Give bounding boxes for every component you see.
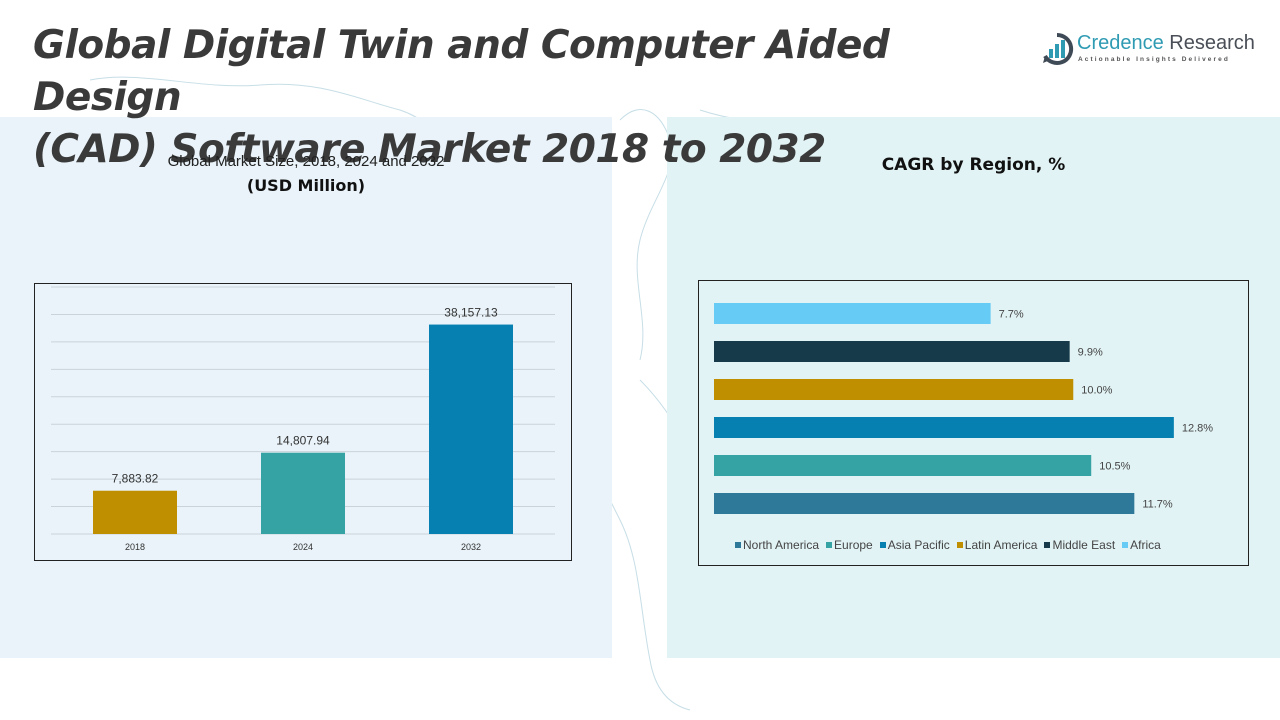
legend-item-north-america: North America xyxy=(735,538,819,552)
bar-asia-pacific xyxy=(714,417,1174,438)
market-size-subtitle: Global Market Size, 2018, 2024 and 2032 xyxy=(167,153,445,170)
x-tick-label: 2018 xyxy=(125,542,145,552)
logo-name-part1: Credence xyxy=(1077,32,1164,54)
data-label-2018: 7,883.82 xyxy=(112,472,159,486)
data-label-asia-pacific: 12.8% xyxy=(1182,423,1213,435)
legend-swatch xyxy=(826,542,833,548)
x-tick-label: 2032 xyxy=(461,542,481,552)
bar-africa xyxy=(714,303,991,324)
data-label-africa: 7.7% xyxy=(999,309,1024,321)
data-label-europe: 10.5% xyxy=(1099,461,1130,473)
bar-2018 xyxy=(93,490,177,534)
legend-swatch xyxy=(735,542,741,548)
legend-label: Asia Pacific xyxy=(887,538,950,552)
legend-item-europe: Europe xyxy=(826,538,873,552)
page-title: Global Digital Twin and Computer Aided D… xyxy=(33,20,1033,176)
legend-swatch xyxy=(956,542,963,548)
cagr-chart-frame: 7.7% 9.9% 10.0% 12.8% 10.5% 11.7% xyxy=(698,280,1249,566)
bar-2024 xyxy=(261,452,345,534)
bar-chart-circle-icon xyxy=(1043,32,1074,65)
legend-swatch xyxy=(1044,542,1051,548)
legend-label: North America xyxy=(743,538,820,552)
logo-name-part2: Research xyxy=(1169,32,1255,54)
credence-research-logo: Credence Research Actionable Insights De… xyxy=(1040,30,1260,70)
cagr-title: CAGR by Region, % xyxy=(881,155,1066,175)
data-label-latin-america: 10.0% xyxy=(1081,385,1112,397)
legend-label: Africa xyxy=(1130,538,1161,552)
title-line-2: (CAD) Software Market 2018 to 2032 xyxy=(33,127,826,172)
legend-swatch xyxy=(1122,542,1129,548)
legend-label: Europe xyxy=(834,538,873,552)
legend-swatch xyxy=(879,542,886,548)
legend-label: Latin America xyxy=(964,538,1038,552)
cagr-legend: North America Europe Asia Pacific Latin Ame… xyxy=(735,538,1161,552)
market-size-chart-frame: 7,883.82 2018 14,807.94 2024 38,157.13 2032 xyxy=(34,283,572,561)
bar-europe xyxy=(714,455,1092,476)
bar-middle-east xyxy=(714,341,1070,362)
market-size-bar-chart: 7,883.82 2018 14,807.94 2024 38,157.13 2032 xyxy=(51,286,555,552)
legend-label: Middle East xyxy=(1052,538,1116,552)
data-label-middle-east: 9.9% xyxy=(1078,347,1103,359)
title-line-1: Global Digital Twin and Computer Aided D… xyxy=(33,23,890,120)
data-label-2032: 38,157.13 xyxy=(444,306,498,320)
x-tick-label: 2024 xyxy=(293,542,313,552)
logo-tagline: Actionable Insights Delivered xyxy=(1078,56,1230,63)
cagr-bar-chart: 7.7% 9.9% 10.0% 12.8% 10.5% 11.7% xyxy=(714,303,1213,514)
bar-latin-america xyxy=(714,379,1074,400)
bar-2032 xyxy=(429,324,513,534)
data-label-2024: 14,807.94 xyxy=(276,434,330,448)
bar-north-america xyxy=(714,493,1135,514)
data-label-north-america: 11.7% xyxy=(1142,499,1173,511)
legend-item-asia-pacific: Asia Pacific xyxy=(879,538,950,552)
logo-wordmark: Credence Research xyxy=(1077,32,1255,55)
legend-item-middle-east: Middle East xyxy=(1044,538,1115,552)
market-size-unit: (USD Million) xyxy=(246,176,366,195)
legend-item-latin-america: Latin America xyxy=(956,538,1038,552)
legend-item-africa: Africa xyxy=(1122,538,1161,552)
